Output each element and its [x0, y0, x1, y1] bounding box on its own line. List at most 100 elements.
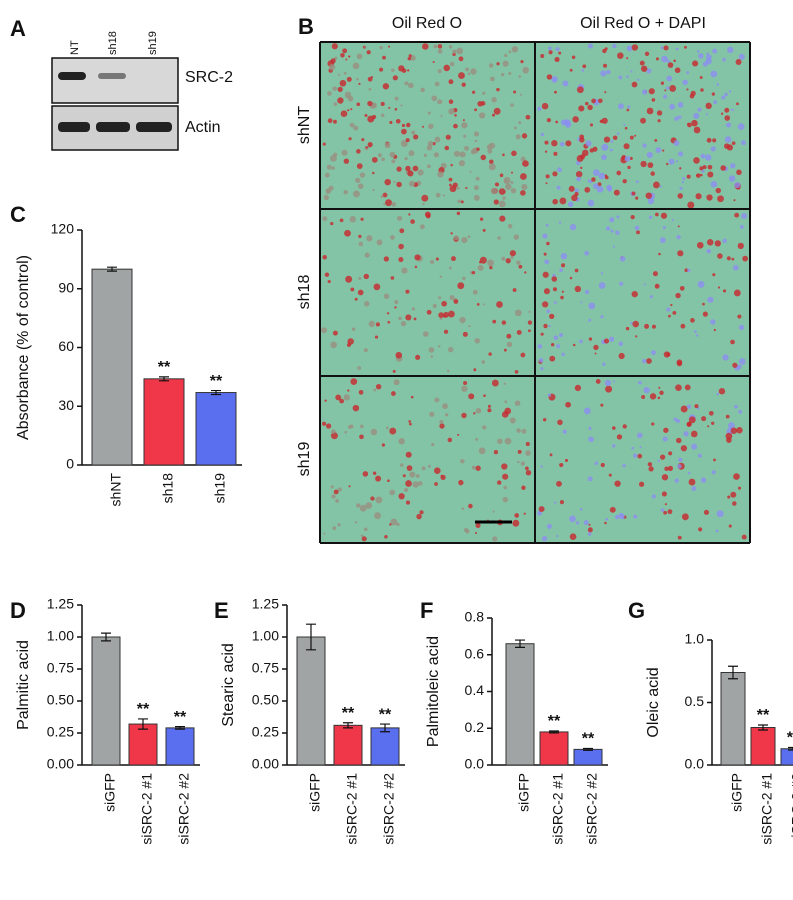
cell-stain [686, 421, 692, 427]
cell-stain [639, 446, 642, 449]
cell-stain [569, 533, 577, 541]
cell-stain [619, 514, 625, 520]
cell-stain [528, 310, 531, 313]
cell-stain [651, 494, 656, 499]
cell-stain [508, 71, 512, 76]
panel-letter: E [214, 598, 229, 623]
cell-stain [717, 195, 724, 203]
cell-stain [392, 75, 398, 81]
cell-stain [736, 102, 739, 106]
cell-stain [398, 65, 405, 72]
cell-stain [330, 221, 334, 226]
cell-stain [437, 69, 442, 74]
cell-stain [475, 437, 479, 441]
cell-stain [724, 115, 731, 121]
cell-stain [669, 84, 677, 92]
cell-stain [654, 138, 658, 142]
cell-stain [569, 276, 573, 280]
cell-stain [504, 400, 508, 404]
cell-stain [674, 478, 679, 483]
cell-stain [734, 212, 740, 218]
cell-stain [656, 110, 663, 116]
cell-stain [667, 465, 674, 472]
cell-stain [725, 414, 730, 419]
cell-stain [475, 408, 482, 414]
cell-stain [691, 119, 698, 127]
cell-stain [408, 82, 414, 89]
cell-stain [730, 491, 737, 498]
cell-stain [652, 271, 658, 277]
cell-stain [405, 165, 411, 172]
cell-stain [675, 384, 682, 392]
cell-stain [468, 503, 473, 509]
cell-stain [640, 117, 646, 124]
cell-stain [505, 258, 511, 264]
cell-stain [501, 463, 508, 470]
cell-stain [717, 286, 721, 289]
cell-stain [475, 176, 480, 181]
cell-stain [630, 70, 633, 73]
cell-stain [640, 160, 647, 168]
cell-stain [457, 433, 460, 436]
cell-stain [684, 384, 691, 391]
cell-stain [407, 170, 414, 177]
cell-stain [627, 105, 631, 109]
cell-stain [407, 69, 410, 72]
cell-stain [681, 513, 689, 521]
cell-stain [701, 416, 707, 422]
cell-stain [687, 122, 692, 128]
cell-stain [421, 194, 429, 202]
cell-stain [419, 510, 424, 515]
cell-stain [375, 496, 383, 504]
cell-stain [401, 128, 407, 135]
cell-stain [367, 100, 373, 107]
cell-stain [718, 388, 726, 395]
cell-stain [390, 391, 396, 396]
cell-stain [707, 296, 714, 303]
cell-stain [473, 368, 477, 372]
cell-stain [741, 140, 747, 146]
cell-stain [713, 100, 718, 105]
cell-stain [349, 122, 355, 128]
cell-stain [575, 170, 583, 178]
cell-stain [702, 311, 708, 317]
cell-stain [345, 275, 353, 283]
cell-stain [355, 503, 361, 508]
cell-stain [381, 157, 385, 162]
cell-stain [488, 63, 494, 68]
x-tick-label: siSRC-2 #1 [139, 773, 155, 845]
cell-stain [348, 137, 352, 141]
cell-stain [603, 338, 610, 344]
cell-stain [463, 381, 468, 386]
cell-stain [574, 268, 579, 273]
cell-stain [492, 536, 498, 542]
cell-stain [657, 119, 661, 123]
y-tick-label: 0.50 [252, 692, 279, 708]
cell-stain [453, 235, 459, 241]
cell-stain [342, 48, 348, 54]
cell-stain [389, 523, 392, 526]
cell-stain [465, 186, 468, 190]
cell-stain [646, 358, 652, 364]
cell-stain [391, 159, 396, 164]
cell-stain [385, 426, 389, 430]
cell-stain [605, 385, 613, 393]
cell-stain [712, 273, 716, 277]
cell-stain [630, 321, 633, 325]
cell-stain [443, 315, 447, 318]
cell-stain [473, 185, 479, 191]
cell-stain [546, 309, 551, 314]
cell-stain [659, 237, 666, 244]
cell-stain [478, 112, 486, 119]
cell-stain [542, 417, 547, 422]
cell-stain [657, 396, 661, 400]
cell-stain [627, 165, 631, 170]
cell-stain [382, 192, 388, 198]
cell-stain [497, 438, 503, 445]
y-tick-label: 1.0 [685, 631, 705, 647]
cell-stain [367, 142, 373, 148]
cell-stain [631, 446, 635, 450]
cell-stain [370, 496, 375, 501]
cell-stain [506, 333, 512, 339]
error-bar [175, 726, 185, 730]
